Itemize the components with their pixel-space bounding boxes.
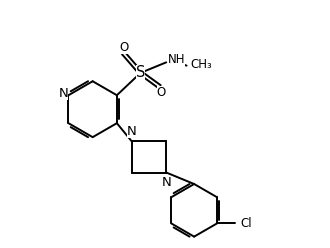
Text: O: O — [119, 41, 129, 54]
Text: N: N — [59, 87, 68, 100]
Text: Cl: Cl — [240, 217, 251, 230]
Text: CH₃: CH₃ — [190, 59, 212, 71]
Text: S: S — [136, 65, 145, 80]
Text: O: O — [157, 86, 166, 99]
Text: N: N — [161, 176, 171, 189]
Text: N: N — [127, 125, 137, 138]
Text: NH: NH — [168, 53, 185, 65]
